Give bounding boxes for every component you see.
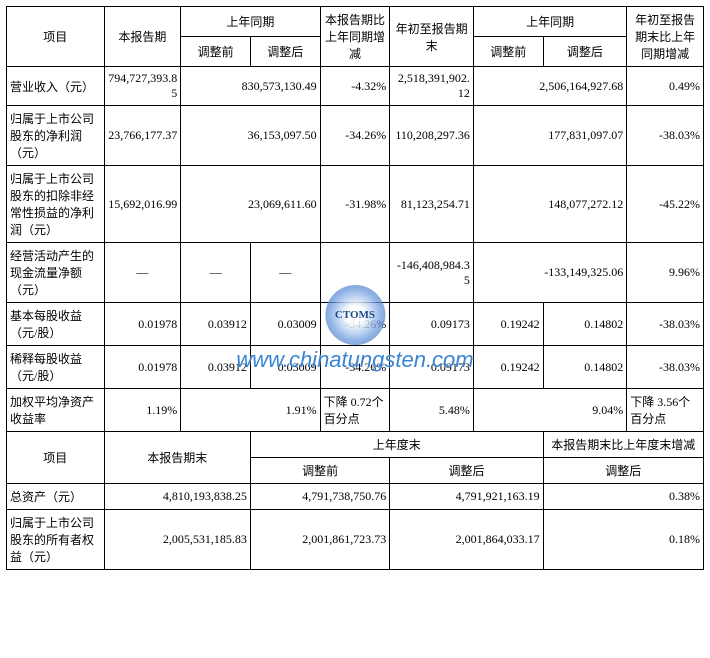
row-value: 23,766,177.37 (104, 106, 181, 166)
row-value: -34.26% (320, 106, 390, 166)
row-value: 0.03009 (250, 346, 320, 389)
row-label: 归属于上市公司股东的扣除非经常性损益的净利润（元） (7, 166, 105, 243)
row-value: -34.26% (320, 303, 390, 346)
row-value: 36,153,097.50 (181, 106, 320, 166)
row2-label: 归属于上市公司股东的所有者权益（元） (7, 510, 105, 570)
hdr-prior: 上年同期 (181, 7, 320, 37)
hdr-before-adj-2: 调整前 (473, 37, 543, 67)
row-value: 81,123,254.71 (390, 166, 474, 243)
hdr2-prior-year-end: 上年度末 (250, 432, 543, 458)
row-value: 177,831,097.07 (473, 106, 626, 166)
row-value: 830,573,130.49 (181, 67, 320, 106)
row-value: -38.03% (627, 303, 704, 346)
row-label: 归属于上市公司股东的净利润（元） (7, 106, 105, 166)
row2-value: 2,005,531,185.83 (104, 510, 250, 570)
row-value: 下降 0.72个百分点 (320, 389, 390, 432)
row-value: -4.32% (320, 67, 390, 106)
row-value: 1.91% (181, 389, 320, 432)
row-value: — (250, 243, 320, 303)
row-value: 0.03912 (181, 346, 251, 389)
row-value: 0.49% (627, 67, 704, 106)
hdr-prior-ytd: 上年同期 (473, 7, 626, 37)
row-value: 23,069,611.60 (181, 166, 320, 243)
hdr-ytd-change: 年初至报告期末比上年同期增减 (627, 7, 704, 67)
row2-value: 2,001,861,723.73 (250, 510, 389, 570)
row-value: -34.26% (320, 346, 390, 389)
row-value: 5.48% (390, 389, 474, 432)
row-value: 110,208,297.36 (390, 106, 474, 166)
row-value: -45.22% (627, 166, 704, 243)
row-value: 0.19242 (473, 346, 543, 389)
row-value: 15,692,016.99 (104, 166, 181, 243)
row-value: 0.09173 (390, 303, 474, 346)
row-value: 0.09173 (390, 346, 474, 389)
hdr-change: 本报告期比上年同期增减 (320, 7, 390, 67)
row-value: 2,518,391,902.12 (390, 67, 474, 106)
hdr2-after-adj: 调整后 (390, 458, 543, 484)
row2-label: 总资产（元） (7, 484, 105, 510)
row-value: 0.01978 (104, 303, 181, 346)
hdr-before-adj-1: 调整前 (181, 37, 251, 67)
row-value: 0.14802 (543, 346, 627, 389)
hdr2-before-adj: 调整前 (250, 458, 389, 484)
hdr-item: 项目 (7, 7, 105, 67)
row-value: — (181, 243, 251, 303)
hdr-ytd: 年初至报告期末 (390, 7, 474, 67)
hdr-after-adj-2: 调整后 (543, 37, 627, 67)
row2-value: 4,791,921,163.19 (390, 484, 543, 510)
row-label: 基本每股收益（元/股） (7, 303, 105, 346)
hdr-current: 本报告期 (104, 7, 181, 67)
row-value: -38.03% (627, 106, 704, 166)
row-label: 营业收入（元） (7, 67, 105, 106)
row-value: 2,506,164,927.68 (473, 67, 626, 106)
hdr2-current-end: 本报告期末 (104, 432, 250, 484)
row-value: 下降 3.56个百分点 (627, 389, 704, 432)
row2-value: 2,001,864,033.17 (390, 510, 543, 570)
row-value: 9.96% (627, 243, 704, 303)
row-label: 加权平均净资产收益率 (7, 389, 105, 432)
row-value: 148,077,272.12 (473, 166, 626, 243)
hdr2-change: 本报告期末比上年度末增减 (543, 432, 703, 458)
row2-value: 0.38% (543, 484, 703, 510)
row2-value: 4,810,193,838.25 (104, 484, 250, 510)
row-value: -133,149,325.06 (473, 243, 626, 303)
row-value (320, 243, 390, 303)
row-value: 1.19% (104, 389, 181, 432)
row-value: — (104, 243, 181, 303)
row-value: 794,727,393.85 (104, 67, 181, 106)
row-value: -38.03% (627, 346, 704, 389)
row-value: 0.01978 (104, 346, 181, 389)
row-value: 0.14802 (543, 303, 627, 346)
row-label: 经营活动产生的现金流量净额（元） (7, 243, 105, 303)
row-value: 0.03912 (181, 303, 251, 346)
row2-value: 4,791,738,750.76 (250, 484, 389, 510)
row-value: 9.04% (473, 389, 626, 432)
hdr-after-adj-1: 调整后 (250, 37, 320, 67)
row-value: -31.98% (320, 166, 390, 243)
row-value: 0.03009 (250, 303, 320, 346)
hdr2-item: 项目 (7, 432, 105, 484)
hdr2-after-adj2: 调整后 (543, 458, 703, 484)
financial-table: 项目 本报告期 上年同期 本报告期比上年同期增减 年初至报告期末 上年同期 年初… (6, 6, 704, 570)
row-value: -146,408,984.35 (390, 243, 474, 303)
row-label: 稀释每股收益（元/股） (7, 346, 105, 389)
row-value: 0.19242 (473, 303, 543, 346)
row2-value: 0.18% (543, 510, 703, 570)
